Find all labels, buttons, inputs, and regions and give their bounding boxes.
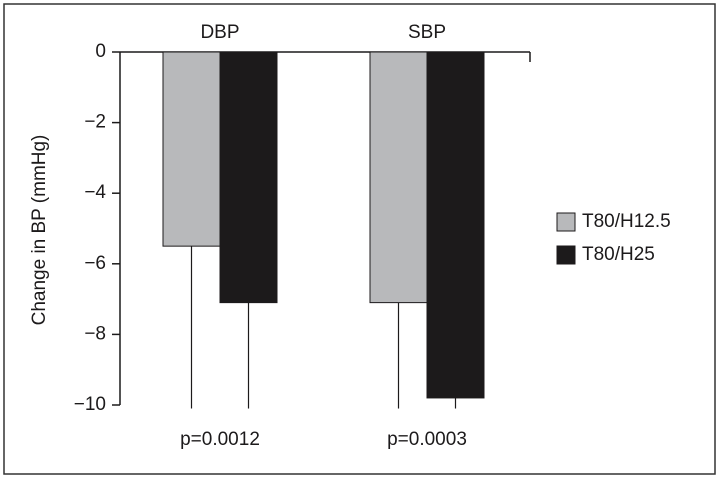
annotation: p=0.0003 [387, 429, 467, 450]
y-tick-label: −2 [84, 112, 106, 133]
y-tick-label: 0 [95, 41, 106, 62]
bar [426, 51, 485, 399]
frame [3, 3, 716, 475]
y-tick-label: −4 [84, 182, 106, 203]
y-axis-label: Change in BP (mmHg) [29, 135, 50, 326]
y-tick-label: −8 [84, 323, 106, 344]
legend-label: T80/H12.5 [582, 211, 671, 232]
category-label: DBP [200, 22, 239, 43]
y-tick-label: −10 [74, 394, 106, 415]
bar [369, 51, 428, 304]
legend-label: T80/H25 [582, 244, 655, 265]
y-tick-label: −6 [84, 253, 106, 274]
legend-swatch [556, 212, 576, 232]
category-label: SBP [408, 22, 446, 43]
legend-swatch [556, 245, 576, 265]
bar [219, 51, 278, 304]
annotation: p=0.0012 [180, 429, 260, 450]
bar [162, 51, 221, 247]
